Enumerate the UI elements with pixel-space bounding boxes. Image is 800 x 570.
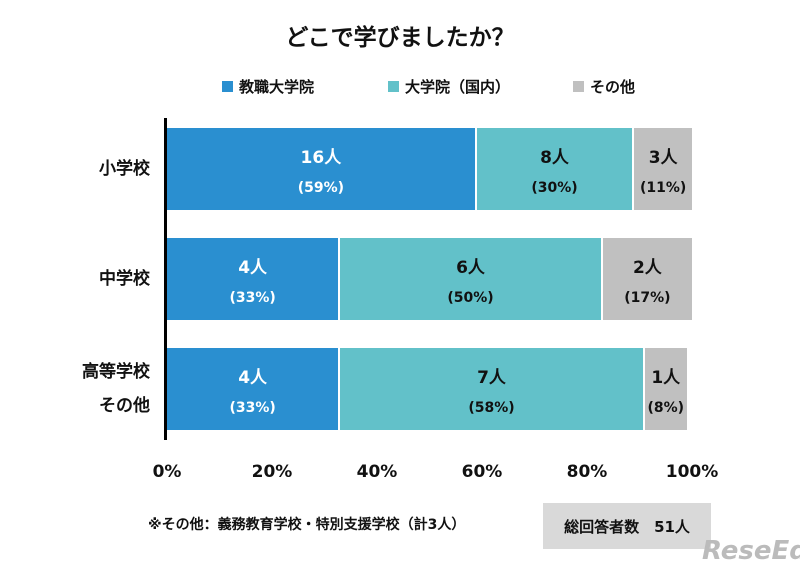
chart-title: どこで学びましたか？ <box>285 25 515 51</box>
percent-label: (33%) <box>229 289 276 306</box>
bar-segment: 2人 (17%) <box>602 238 692 320</box>
percent-label: (17%) <box>624 289 671 306</box>
bar-segment: 3人 (11%) <box>634 128 692 210</box>
legend-item: その他 <box>573 76 635 97</box>
x-tick-label: 80% <box>566 462 608 482</box>
bar-segment: 4人 (33%) <box>167 348 341 430</box>
y-axis-line <box>164 118 167 440</box>
legend-label: その他 <box>590 78 636 96</box>
category-label-line: 中学校 <box>99 269 150 289</box>
bar-segment: 7人 (58%) <box>340 348 645 430</box>
category-label-line: 小学校 <box>99 159 150 179</box>
category-label: 小学校 <box>30 152 150 186</box>
count-label: 7人 <box>477 367 506 388</box>
total-respondents: 総回答者数 51人 <box>543 503 711 549</box>
bar-segment: 8人 (30%) <box>476 128 635 210</box>
x-tick-label: 40% <box>356 462 398 482</box>
legend-item: 大学院（国内） <box>388 76 510 97</box>
bar-segment: 4人 (33%) <box>167 238 341 320</box>
footnote: ※その他：義務教育学校・特別支援学校（計3人） <box>148 517 466 533</box>
percent-label: (58%) <box>468 399 515 416</box>
legend-swatch <box>222 81 233 92</box>
count-label: 16人 <box>300 147 342 168</box>
count-label: 8人 <box>540 147 569 168</box>
bar-segment: 16人 (59%) <box>167 128 477 210</box>
percent-label: (11%) <box>639 179 687 196</box>
category-label: 高等学校その他 <box>30 355 150 423</box>
x-tick-label: 60% <box>461 462 503 482</box>
category-label-line: その他 <box>99 396 150 416</box>
x-tick-label: 0% <box>152 462 182 482</box>
count-label: 4人 <box>238 367 268 388</box>
count-label: 3人 <box>648 147 678 168</box>
percent-label: (33%) <box>229 399 276 416</box>
logo: ReseEd <box>702 536 800 566</box>
count-label: 1人 <box>651 367 681 388</box>
legend-label: 教職大学院 <box>239 78 315 96</box>
percent-label: (30%) <box>531 179 578 196</box>
count-label: 4人 <box>238 257 268 278</box>
legend-swatch <box>573 81 584 92</box>
category-label-line: 高等学校 <box>82 362 150 382</box>
bar-segment: 6人 (50%) <box>340 238 603 320</box>
count-label: 6人 <box>456 257 485 278</box>
legend-label: 大学院（国内） <box>405 78 511 96</box>
legend-swatch <box>388 81 399 92</box>
percent-label: (50%) <box>447 289 494 306</box>
percent-label: (8%) <box>647 399 685 416</box>
legend-item: 教職大学院 <box>222 76 314 97</box>
count-label: 2人 <box>632 257 662 278</box>
category-label: 中学校 <box>30 262 150 296</box>
x-tick-label: 20% <box>251 462 293 482</box>
percent-label: (59%) <box>297 179 345 196</box>
x-tick-label: 100% <box>665 462 719 482</box>
bar-segment: 1人 (8%) <box>644 348 687 430</box>
